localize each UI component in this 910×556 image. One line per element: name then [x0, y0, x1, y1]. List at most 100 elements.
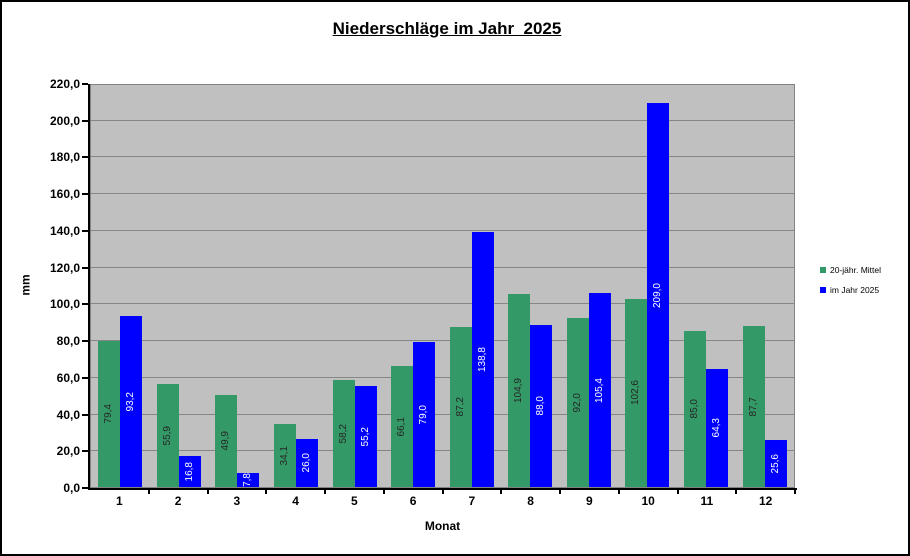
y-tick-mark: [82, 156, 88, 159]
y-tick-mark: [82, 303, 88, 306]
bar-value-label: 93,2: [125, 391, 137, 412]
x-axis-labels: 1 2 3 4 5 6 7 8 9 10 11 12: [90, 494, 795, 509]
bar-jahr-month-11: 64,3: [706, 368, 729, 487]
gridline: [91, 266, 794, 268]
x-tick-mark: [676, 490, 679, 494]
category-slot-11: 85,0 64,3: [677, 85, 736, 487]
bar-jahr-month-7: 138,8: [471, 232, 494, 487]
y-tick-label: 160,0: [49, 187, 80, 202]
category-slot-12: 87,7 25,6: [735, 85, 794, 487]
bar-value-label: 58,2: [337, 423, 349, 444]
y-axis-line: [88, 84, 90, 490]
bar-mittel-month-3: 49,9: [215, 395, 238, 487]
gridline: [91, 376, 794, 378]
legend-swatch-green-icon: [820, 267, 826, 273]
bar-jahr-month-6: 79,0: [413, 341, 436, 487]
gridline: [91, 193, 794, 195]
bar-value-label: 87,7: [747, 396, 759, 417]
x-tick-mark: [794, 490, 796, 494]
y-tick-mark: [82, 376, 88, 379]
gridline: [91, 450, 794, 452]
bar-value-label: 64,3: [711, 418, 723, 438]
bar-mittel-month-4: 34,1: [274, 424, 297, 487]
y-tick-mark: [82, 119, 88, 122]
bars-container: 79,4 93,2 55,9 16,8 49,9 7,8 34,1 26,0 58,2 55,2 6…: [91, 85, 794, 487]
bar-value-label: 88,0: [535, 396, 547, 416]
x-axis-label-month-8: 8: [527, 494, 534, 508]
category-slot-8: 104,9 88,0: [501, 85, 560, 487]
bar-value-label: 209,0: [652, 282, 664, 308]
bar-value-label: 79,0: [418, 404, 430, 425]
bar-value-label: 102,6: [630, 380, 642, 406]
gridline: [91, 340, 794, 342]
bar-mittel-month-12: 87,7: [742, 326, 765, 487]
x-axis-label-month-5: 5: [351, 494, 358, 508]
x-tick-mark: [441, 490, 444, 494]
bar-value-label: 26,0: [301, 453, 313, 473]
y-tick-mark: [82, 413, 88, 416]
bar-mittel-month-2: 55,9: [156, 384, 179, 487]
legend-item-mittel: 20-jähr. Mittel: [820, 265, 881, 275]
y-tick-mark: [82, 340, 88, 343]
bar-mittel-month-11: 85,0: [684, 330, 707, 487]
legend: 20-jähr. Mittel im Jahr 2025: [820, 265, 881, 305]
gridline: [91, 413, 794, 415]
bar-value-label: 34,1: [279, 445, 291, 466]
legend-label: 20-jähr. Mittel: [830, 265, 882, 275]
y-tick-label: 20,0: [56, 444, 80, 459]
x-tick-mark: [206, 490, 209, 494]
x-tick-mark: [735, 490, 738, 494]
category-slot-1: 79,4 93,2: [91, 85, 150, 487]
bar-value-label: 138,8: [476, 347, 488, 373]
bar-mittel-month-1: 79,4: [98, 341, 121, 487]
x-axis-line: [88, 488, 797, 490]
x-axis-label-month-7: 7: [468, 494, 476, 508]
y-tick-label: 220,0: [49, 77, 80, 91]
y-tick-mark: [82, 487, 88, 489]
plot-area: 79,4 93,2 55,9 16,8 49,9 7,8 34,1 26,0 58,2 55,2 6…: [90, 84, 795, 488]
legend-swatch-blue-icon: [820, 287, 826, 293]
bar-jahr-month-2: 16,8: [178, 456, 201, 487]
category-slot-3: 49,9 7,8: [208, 85, 267, 487]
x-tick-mark: [500, 490, 503, 494]
bar-jahr-month-12: 25,6: [764, 440, 787, 487]
gridline: [91, 303, 794, 305]
y-tick-label: 140,0: [49, 223, 80, 238]
bar-value-label: 16,8: [183, 461, 195, 482]
bar-mittel-month-7: 87,2: [449, 326, 472, 487]
chart-title: Niederschläge im Jahr 2025: [332, 19, 562, 38]
bar-jahr-month-9: 105,4: [588, 293, 611, 487]
bar-value-label: 25,6: [769, 453, 781, 474]
bar-jahr-month-4: 26,0: [296, 439, 319, 487]
x-tick-mark: [559, 490, 561, 494]
category-slot-10: 102,6 209,0: [618, 85, 677, 487]
x-tick-mark: [147, 490, 150, 494]
bar-jahr-month-10: 209,0: [647, 103, 670, 487]
bar-mittel-month-6: 66,1: [391, 365, 414, 487]
x-axis-label-month-10: 10: [641, 494, 655, 508]
bar-value-label: 79,4: [103, 404, 115, 424]
legend-label: im Jahr 2025: [830, 285, 880, 295]
y-tick-mark: [82, 193, 88, 196]
x-axis-label-month-1: 1: [116, 494, 123, 508]
bar-jahr-month-5: 55,2: [354, 385, 377, 487]
x-axis-label-month-11: 11: [700, 494, 714, 508]
gridline: [91, 229, 794, 231]
x-axis-title: Monat: [424, 519, 461, 533]
category-slot-5: 58,2 55,2: [325, 85, 384, 487]
y-tick-label: 100,0: [49, 297, 80, 312]
y-tick-mark: [82, 83, 88, 85]
legend-item-jahr: im Jahr 2025: [820, 285, 881, 295]
bar-jahr-month-8: 88,0: [530, 325, 553, 487]
bar-jahr-month-1: 93,2: [120, 315, 143, 487]
x-tick-mark: [382, 490, 385, 494]
bar-mittel-month-5: 58,2: [332, 380, 355, 487]
y-tick-label: 180,0: [49, 150, 80, 165]
y-tick-label: 0,0: [63, 481, 80, 495]
bar-value-label: 7,8: [242, 472, 254, 487]
x-tick-mark: [265, 490, 268, 494]
x-axis-label-month-3: 3: [233, 494, 241, 508]
bar-value-label: 87,2: [454, 397, 466, 417]
x-axis-label-month-12: 12: [758, 494, 773, 508]
